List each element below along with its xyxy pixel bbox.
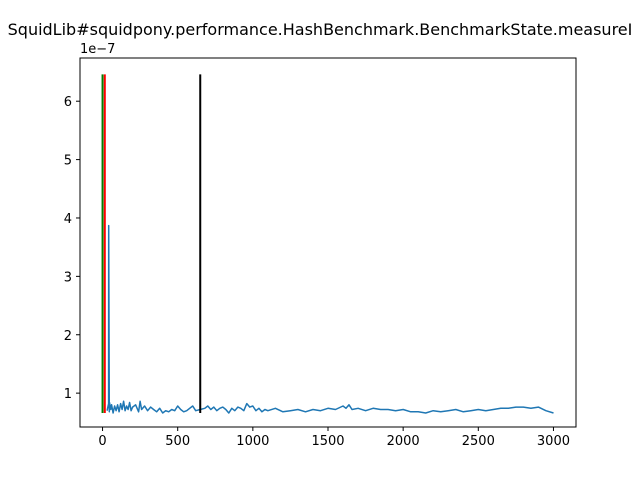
x-tick-label: 1000 — [236, 434, 269, 449]
y-tick-label: 6 — [64, 95, 72, 110]
y-tick-label: 3 — [64, 270, 72, 285]
x-tick-label: 2000 — [387, 434, 420, 449]
y-scale-label: 1e−7 — [80, 42, 115, 57]
y-tick-label: 2 — [64, 329, 72, 344]
x-tick-label: 0 — [98, 434, 106, 449]
y-tick-label: 4 — [64, 212, 72, 227]
x-tick-label: 500 — [165, 434, 190, 449]
y-tick-label: 5 — [64, 154, 72, 169]
y-tick-label: 1 — [64, 387, 72, 402]
x-tick-label: 2500 — [462, 434, 495, 449]
x-tick-label: 1500 — [311, 434, 344, 449]
x-tick-label: 3000 — [537, 434, 570, 449]
series-line-0 — [106, 224, 554, 414]
axes-frame — [79, 57, 577, 428]
plot-area — [101, 74, 554, 414]
chart-title: SquidLib#squidpony.performance.HashBench… — [8, 20, 633, 39]
